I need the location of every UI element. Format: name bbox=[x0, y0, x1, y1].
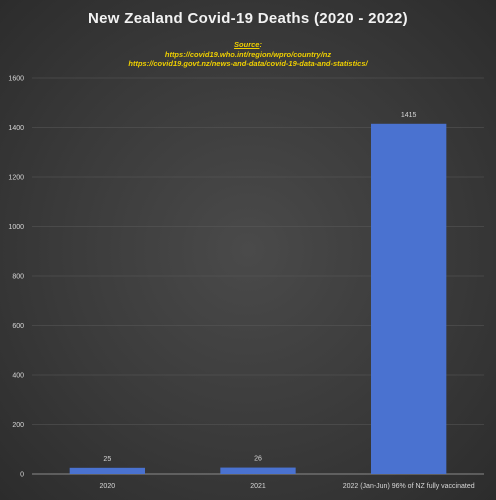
source-url-2[interactable]: https://covid19.govt.nz/news-and-data/co… bbox=[128, 59, 368, 68]
source-url-1[interactable]: https://covid19.who.int/region/wpro/coun… bbox=[164, 49, 332, 59]
x-category-label: 2021 bbox=[250, 483, 266, 490]
source-label: Source bbox=[234, 40, 260, 49]
bar-data-label: 1415 bbox=[401, 112, 417, 119]
bars bbox=[69, 123, 447, 474]
y-tick-label: 0 bbox=[20, 472, 24, 479]
chart-title: New Zealand Covid-19 Deaths (2020 - 2022… bbox=[88, 10, 408, 27]
data-labels: 25 26 1415 bbox=[103, 112, 416, 463]
source-colon: : bbox=[259, 40, 262, 49]
y-tick-label: 1400 bbox=[8, 125, 24, 132]
x-category-label: 2020 bbox=[100, 483, 116, 490]
bar bbox=[220, 467, 296, 474]
y-axis-ticks: 0 200 400 600 800 1000 1200 1400 1600 bbox=[8, 76, 24, 479]
bar bbox=[371, 123, 447, 474]
y-tick-label: 800 bbox=[12, 274, 24, 281]
y-tick-label: 1200 bbox=[8, 175, 24, 182]
bar-data-label: 25 bbox=[103, 456, 111, 463]
y-tick-label: 600 bbox=[12, 323, 24, 330]
y-tick-label: 1600 bbox=[8, 76, 24, 83]
y-tick-label: 200 bbox=[12, 422, 24, 429]
x-category-label: 2022 (Jan-Jun) 96% of NZ fully vaccinate… bbox=[343, 483, 475, 490]
source-block: Source: https://covid19.who.int/region/w… bbox=[0, 40, 496, 69]
bar-data-label: 26 bbox=[254, 456, 262, 463]
x-axis-categories: 2020 2021 2022 (Jan-Jun) 96% of NZ fully v… bbox=[100, 483, 475, 490]
y-tick-label: 1000 bbox=[8, 224, 24, 231]
y-tick-label: 400 bbox=[12, 373, 24, 380]
bar bbox=[69, 467, 145, 474]
